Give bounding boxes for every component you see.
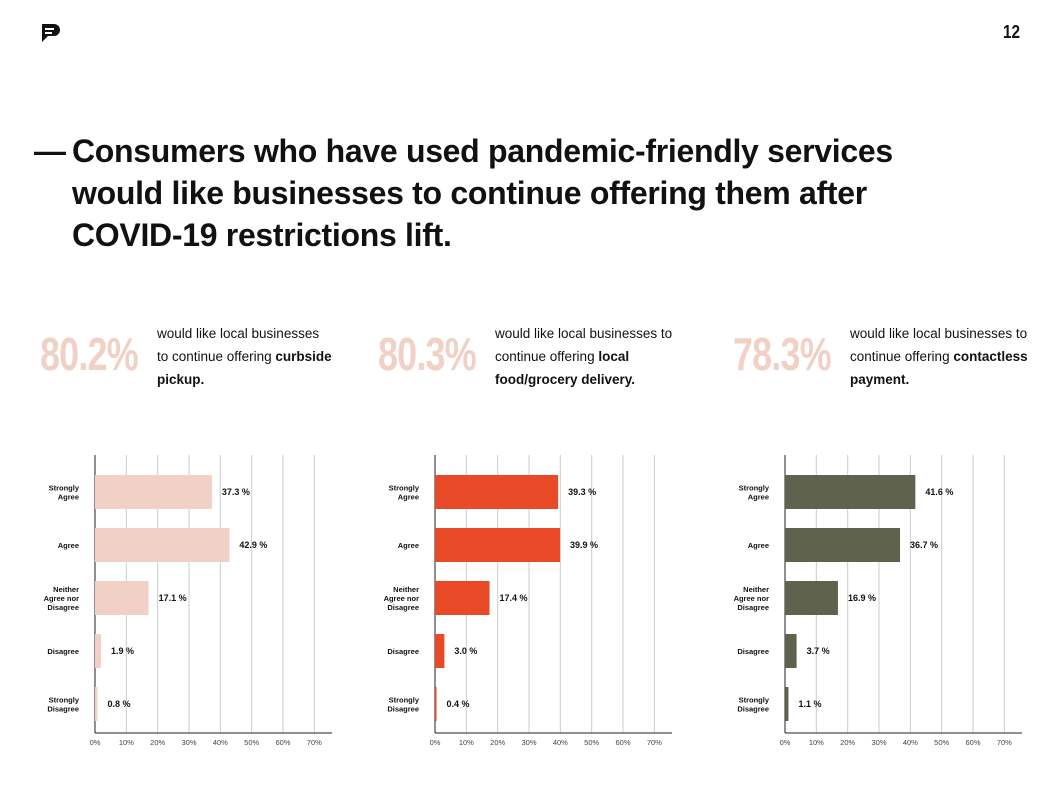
chart-delivery: 0% 10% 20% 30% 40% 50% 60% 70% 39.3 % Strongly Agr… bbox=[340, 445, 680, 765]
headline: — Consumers who have used pandemic-frien… bbox=[34, 130, 934, 256]
bar bbox=[95, 528, 230, 562]
value-label: 3.7 % bbox=[807, 646, 830, 656]
stat-description: would like local businesses to continue … bbox=[157, 322, 332, 391]
bar bbox=[785, 687, 789, 721]
bar bbox=[785, 581, 838, 615]
stat-description: would like local businesses to continue … bbox=[495, 322, 675, 391]
bar bbox=[785, 475, 916, 509]
stat-value: 80.3% bbox=[378, 328, 477, 380]
x-tick-label: 70% bbox=[997, 738, 1012, 747]
stat-text: would like local businesses to continue … bbox=[157, 326, 320, 364]
category-label: Strongly Agree bbox=[739, 484, 770, 502]
value-label: 1.9 % bbox=[111, 646, 134, 656]
bar bbox=[785, 634, 797, 668]
category-label: Neither Agree nor Disagree bbox=[44, 585, 80, 612]
value-label: 1.1 % bbox=[798, 699, 821, 709]
value-label: 16.9 % bbox=[848, 593, 876, 603]
speech-bubble-icon bbox=[42, 24, 60, 42]
value-label: 17.4 % bbox=[500, 593, 528, 603]
category-label: Strongly Disagree bbox=[387, 696, 420, 714]
bar bbox=[95, 687, 98, 721]
bar bbox=[435, 634, 445, 668]
x-tick-label: 0% bbox=[780, 738, 791, 747]
category-label: Strongly Disagree bbox=[47, 696, 80, 714]
x-tick-label: 10% bbox=[809, 738, 824, 747]
bar bbox=[435, 581, 490, 615]
bar bbox=[435, 475, 559, 509]
stat-text: would like local businesses to continue … bbox=[495, 326, 673, 364]
x-tick-label: 60% bbox=[275, 738, 290, 747]
x-tick-label: 50% bbox=[244, 738, 259, 747]
x-tick-label: 20% bbox=[840, 738, 855, 747]
category-label: Agree bbox=[398, 541, 419, 550]
headline-dash: — bbox=[34, 133, 66, 169]
x-tick-label: 60% bbox=[965, 738, 980, 747]
chart-svg: 0% 10% 20% 30% 40% 50% 60% 70% 41.6 % Strongly Agr… bbox=[734, 455, 1022, 747]
value-label: 39.9 % bbox=[570, 540, 598, 550]
chart-svg: 0% 10% 20% 30% 40% 50% 60% 70% 37.3 % Strongly Agr… bbox=[44, 455, 332, 747]
x-tick-label: 0% bbox=[90, 738, 101, 747]
x-tick-label: 60% bbox=[615, 738, 630, 747]
stat-value: 78.3% bbox=[733, 328, 832, 380]
x-tick-label: 10% bbox=[119, 738, 134, 747]
value-label: 3.0 % bbox=[454, 646, 477, 656]
value-label: 0.8 % bbox=[108, 699, 131, 709]
headline-text: Consumers who have used pandemic-friendl… bbox=[72, 133, 893, 253]
x-tick-label: 30% bbox=[871, 738, 886, 747]
x-tick-label: 20% bbox=[490, 738, 505, 747]
bar bbox=[435, 528, 561, 562]
stat-value: 80.2% bbox=[40, 328, 139, 380]
stat-text-bold: contactless payment. bbox=[850, 349, 1028, 387]
stat-text-bold: local food/grocery delivery. bbox=[495, 349, 636, 387]
category-label: Disagree bbox=[387, 647, 419, 656]
stat-contactless: 78.3% would like local businesses to con… bbox=[733, 322, 1033, 392]
chart-contactless: 0% 10% 20% 30% 40% 50% 60% 70% 41.6 % Strongly Agr… bbox=[690, 445, 1030, 765]
value-label: 41.6 % bbox=[925, 487, 953, 497]
value-label: 42.9 % bbox=[239, 540, 267, 550]
category-label: Strongly Agree bbox=[389, 484, 420, 502]
x-tick-label: 10% bbox=[459, 738, 474, 747]
chart-curbside: 0% 10% 20% 30% 40% 50% 60% 70% 37.3 % Strongly Agr… bbox=[0, 445, 340, 765]
category-label: Neither Agree nor Disagree bbox=[384, 585, 420, 612]
value-label: 37.3 % bbox=[222, 487, 250, 497]
x-tick-label: 40% bbox=[213, 738, 228, 747]
value-label: 36.7 % bbox=[910, 540, 938, 550]
x-tick-label: 20% bbox=[150, 738, 165, 747]
x-tick-label: 70% bbox=[647, 738, 662, 747]
stat-curbside: 80.2% would like local businesses to con… bbox=[40, 322, 340, 392]
bar bbox=[785, 528, 900, 562]
bar bbox=[435, 687, 437, 721]
value-label: 0.4 % bbox=[447, 699, 470, 709]
value-label: 17.1 % bbox=[159, 593, 187, 603]
bar bbox=[95, 634, 101, 668]
stat-description: would like local businesses to continue … bbox=[850, 322, 1030, 391]
x-tick-label: 40% bbox=[903, 738, 918, 747]
x-tick-label: 40% bbox=[553, 738, 568, 747]
x-tick-label: 30% bbox=[521, 738, 536, 747]
stat-text-bold: curbside pickup. bbox=[157, 349, 332, 387]
stat-delivery: 80.3% would like local businesses to con… bbox=[378, 322, 688, 392]
category-label: Disagree bbox=[47, 647, 79, 656]
stat-text: would like local businesses to continue … bbox=[850, 326, 1028, 364]
category-label: Strongly Agree bbox=[49, 484, 80, 502]
category-label: Disagree bbox=[737, 647, 769, 656]
bar bbox=[95, 475, 212, 509]
page-number: 12 bbox=[1002, 22, 1020, 42]
category-label: Neither Agree nor Disagree bbox=[734, 585, 770, 612]
bar bbox=[95, 581, 149, 615]
category-label: Agree bbox=[748, 541, 769, 550]
x-tick-label: 50% bbox=[584, 738, 599, 747]
category-label: Strongly Disagree bbox=[737, 696, 770, 714]
chart-svg: 0% 10% 20% 30% 40% 50% 60% 70% 39.3 % Strongly Agr… bbox=[384, 455, 672, 747]
category-label: Agree bbox=[58, 541, 79, 550]
x-tick-label: 70% bbox=[307, 738, 322, 747]
x-tick-label: 0% bbox=[430, 738, 441, 747]
x-tick-label: 50% bbox=[934, 738, 949, 747]
value-label: 39.3 % bbox=[568, 487, 596, 497]
x-tick-label: 30% bbox=[181, 738, 196, 747]
